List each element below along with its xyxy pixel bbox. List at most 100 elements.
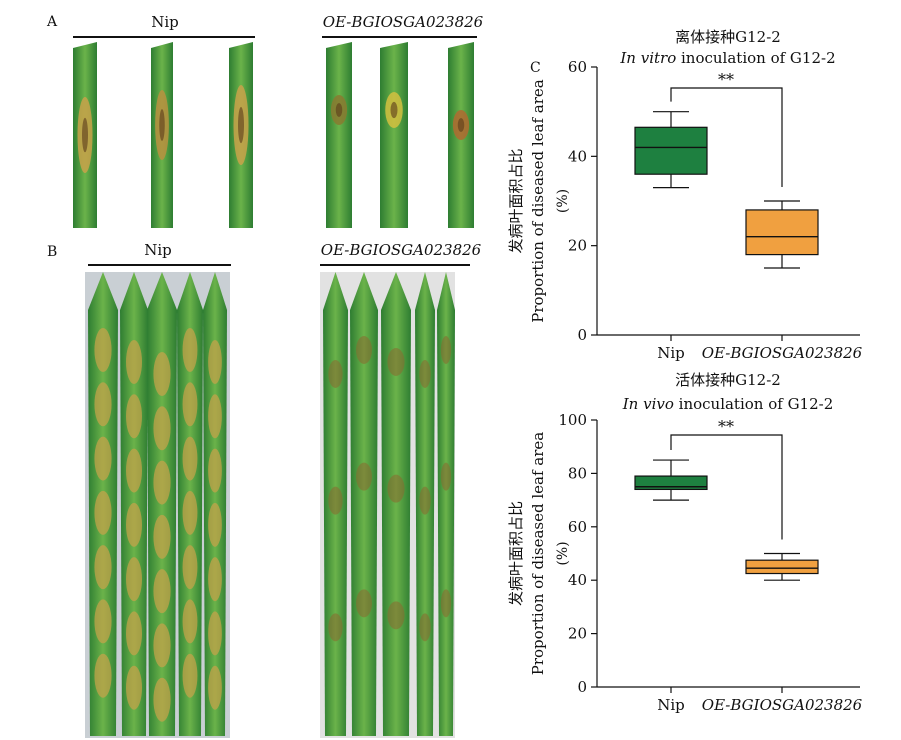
- lesion-b-10-2: [440, 462, 452, 491]
- lesion-core-a-3: [238, 106, 244, 144]
- panel-b-oe-line: [320, 264, 470, 266]
- chart-1-ytick-label-40: 40: [568, 147, 587, 165]
- lesion-b-4-2: [182, 382, 198, 427]
- lesion-b-4-1: [182, 328, 198, 372]
- lesion-b-4-5: [182, 545, 198, 590]
- lesion-core-a-1: [82, 117, 88, 153]
- chart-2-significance-stars: **: [718, 417, 734, 436]
- lesion-b-1-2: [94, 382, 112, 427]
- lesion-b-2-7: [126, 665, 142, 710]
- panel-a-nip-line: [73, 36, 255, 38]
- lesion-b-4-4: [182, 490, 198, 535]
- panel-b-nip-line: [88, 264, 231, 266]
- chart-1-ytick-label-60: 60: [568, 58, 587, 76]
- lesion-b-9-1: [419, 360, 431, 388]
- lesion-b-10-3: [440, 589, 452, 618]
- lesion-b-8-1: [387, 348, 405, 376]
- lesion-b-1-7: [94, 653, 112, 698]
- lesion-core-a-5: [390, 101, 398, 119]
- lesion-b-1-5: [94, 545, 112, 590]
- panel-b-letter: B: [47, 244, 58, 260]
- lesion-b-3-5: [153, 569, 171, 614]
- chart-1-title-en: In vitro inoculation of G12-2: [619, 49, 835, 67]
- leaf-a-5: [380, 42, 408, 228]
- chart-1-title-cn: 离体接种G12-2: [675, 28, 781, 46]
- box-plot-1: 离体接种G12-2 In vitro inoculation of G12-2 0 2…: [507, 28, 863, 362]
- lesion-b-6-2: [328, 486, 343, 515]
- box-plot-2: 活体接种G12-2 In vivo inoculation of G12-2 0 20…: [507, 371, 863, 714]
- chart-2-ylabel-unit: (%): [555, 541, 571, 565]
- chart-2-ytick-label-40: 40: [568, 571, 587, 589]
- lesion-b-1-1: [94, 328, 112, 372]
- lesion-b-1-4: [94, 490, 112, 535]
- lesion-b-3-4: [153, 514, 171, 559]
- chart-1-category-2: OE-BGIOSGA023826: [702, 344, 863, 362]
- chart-2-ytick-label-100: 100: [558, 411, 587, 429]
- lesion-b-6-3: [328, 613, 343, 642]
- lesion-b-6-1: [328, 360, 343, 388]
- panel-a-leaf-photos: [73, 42, 474, 228]
- chart-2-ylabel-en: Proportion of diseased leaf area: [529, 432, 547, 676]
- chart-1-box-1: [634, 111, 708, 189]
- leaf-a-4: [326, 42, 352, 228]
- lesion-b-3-3: [153, 460, 171, 505]
- lesion-b-2-3: [126, 448, 142, 493]
- chart-2-box-1: [634, 459, 708, 501]
- chart-1-ylabel-en: Proportion of diseased leaf area: [529, 79, 547, 323]
- lesion-b-5-7: [208, 665, 222, 710]
- chart-2-iqr-2: [745, 559, 819, 575]
- chart-2-ytick-label-20: 20: [568, 625, 587, 643]
- lesion-b-3-1: [153, 352, 171, 396]
- lesion-b-5-3: [208, 448, 222, 493]
- lesion-core-a-2: [159, 109, 165, 141]
- lesion-b-3-2: [153, 406, 171, 451]
- lesion-b-7-3: [356, 589, 372, 618]
- chart-1-iqr-1: [634, 126, 708, 175]
- lesion-b-1-3: [94, 436, 112, 481]
- lesion-b-2-2: [126, 394, 142, 439]
- lesion-b-9-3: [419, 613, 431, 642]
- chart-2-title-cn: 活体接种G12-2: [675, 371, 781, 389]
- lesion-b-5-5: [208, 557, 222, 602]
- panel-b-nip-label: Nip: [144, 241, 172, 259]
- chart-2-ytick-label-0: 0: [577, 678, 587, 696]
- chart-2-category-1: Nip: [657, 696, 685, 714]
- panel-a-oe-line: [322, 36, 477, 38]
- lesion-b-4-6: [182, 599, 198, 644]
- lesion-b-10-1: [440, 336, 452, 364]
- lesion-b-8-3: [387, 601, 405, 630]
- chart-2-title-en: In vivo inoculation of G12-2: [622, 395, 834, 413]
- lesion-b-2-4: [126, 502, 142, 547]
- chart-1-category-1: Nip: [657, 344, 685, 362]
- lesion-b-2-1: [126, 340, 142, 384]
- chart-1-ytick-label-0: 0: [577, 326, 587, 344]
- lesion-b-7-2: [356, 462, 372, 491]
- panel-b-leaf-photos: [85, 272, 455, 738]
- lesion-b-2-6: [126, 611, 142, 656]
- lesion-b-2-5: [126, 557, 142, 602]
- lesion-b-8-2: [387, 474, 405, 503]
- chart-1-box-2: [745, 200, 819, 269]
- panel-b-oe-label: OE-BGIOSGA023826: [320, 241, 482, 259]
- chart-1-ytick-label-20: 20: [568, 237, 587, 255]
- panel-a-letter: A: [47, 14, 58, 30]
- lesion-b-1-6: [94, 599, 112, 644]
- chart-2-ytick-label-60: 60: [568, 518, 587, 536]
- lesion-core-a-6: [457, 118, 465, 132]
- lesion-b-5-6: [208, 611, 222, 656]
- lesion-core-a-4: [335, 103, 343, 117]
- lesion-b-7-1: [356, 336, 372, 364]
- lesion-b-4-3: [182, 436, 198, 481]
- chart-1-ylabel-cn: 发病叶面积占比: [507, 148, 525, 253]
- lesion-b-3-6: [153, 623, 171, 668]
- chart-1-significance-bracket: [670, 87, 783, 187]
- lesion-b-4-7: [182, 653, 198, 698]
- leaf-b-7: [350, 272, 378, 736]
- chart-2-ylabel-cn: 发病叶面积占比: [507, 501, 525, 606]
- lesion-b-3-7: [153, 677, 171, 722]
- panel-a-oe-label: OE-BGIOSGA023826: [322, 13, 484, 31]
- lesion-b-9-2: [419, 486, 431, 515]
- chart-2-ytick-label-80: 80: [568, 464, 587, 482]
